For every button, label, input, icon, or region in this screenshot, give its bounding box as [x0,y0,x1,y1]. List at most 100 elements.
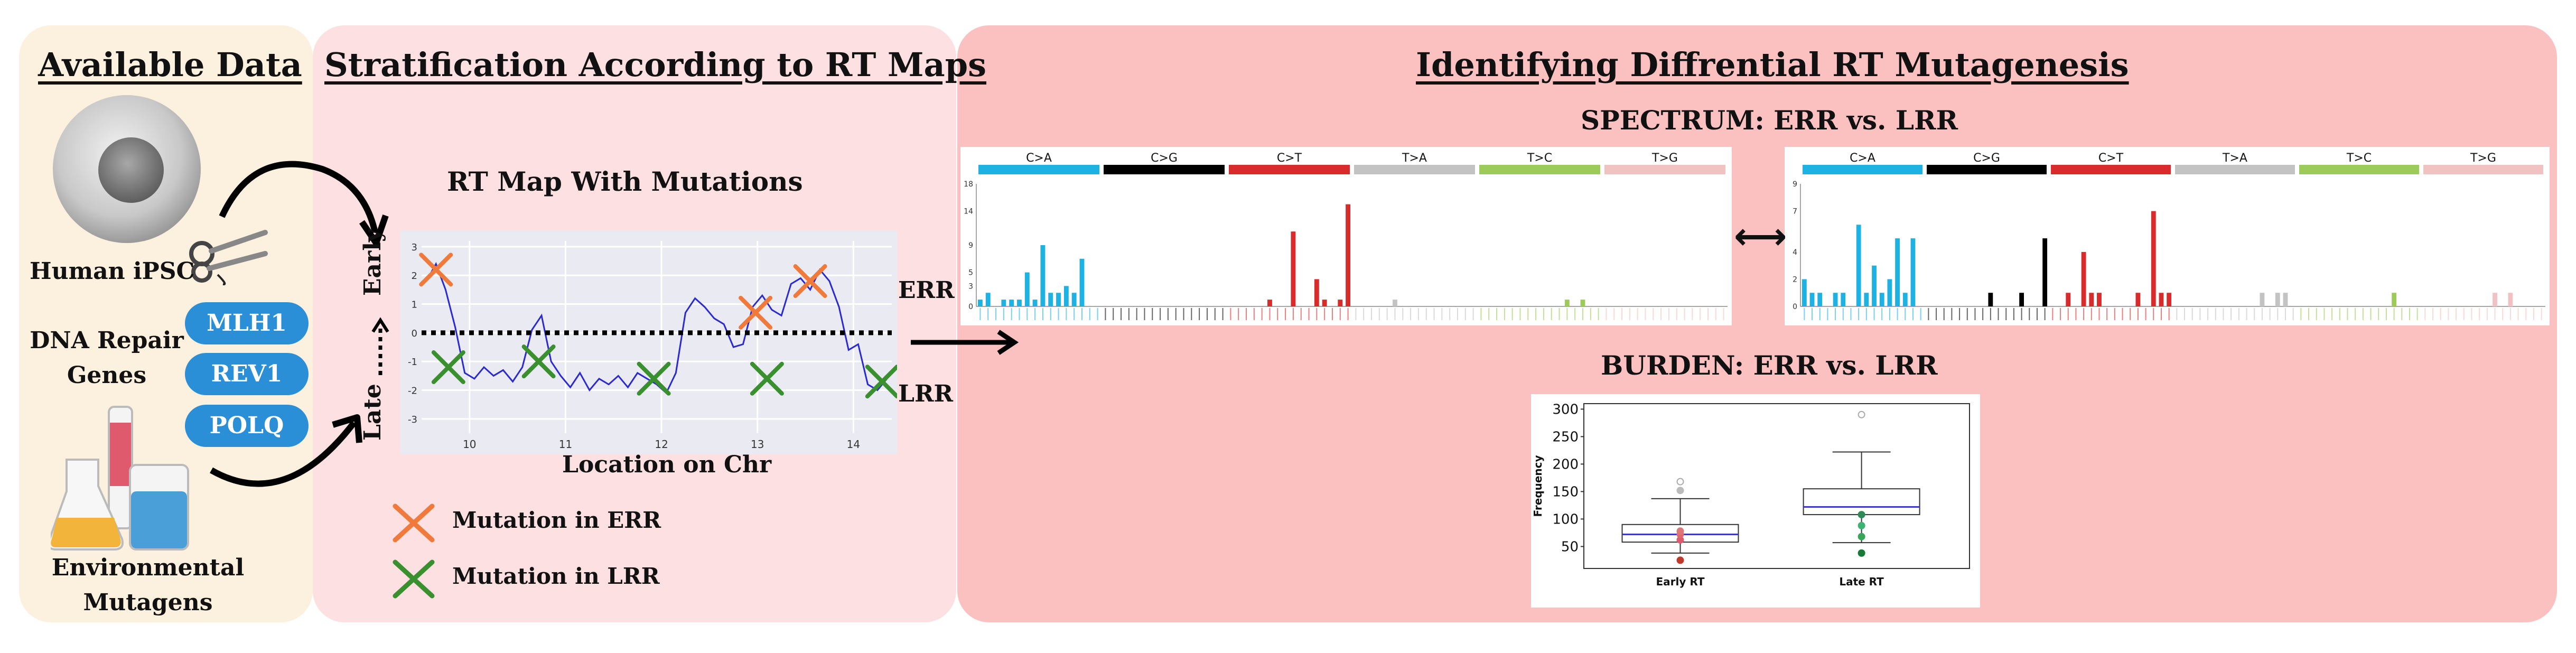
err-tag: ERR [898,277,955,304]
spectrum-group-label: C>G [1973,152,2000,165]
spectrum-group-bar [2051,165,2171,174]
spectrum-bar [1564,300,1570,306]
spectrum-group-bar [2175,165,2295,174]
spectrum-group-bar [2423,165,2543,174]
spectrum-bar [1338,300,1343,306]
spectrum-bar [2493,293,2497,306]
spectrum-bar [2066,293,2071,306]
spectrum-group-bar [978,165,1099,174]
panel2-title: Stratification According to RT Maps [324,45,986,84]
spectrum-bar [1032,300,1038,306]
spectrum-title: SPECTRUM: ERR vs. LRR [1581,105,1958,136]
err-mutation-mark [739,295,773,330]
spectrum-group-label: T>G [2470,152,2496,165]
rt-y-tick: -3 [408,414,417,425]
rt-y-tick: 1 [412,300,417,311]
panel1-title: Available Data [38,45,302,84]
x-axis-label: Location on Chr [562,451,772,478]
spectrum-bar [1017,300,1022,306]
spectrum-bar [2081,251,2086,306]
spectrum-bar [2135,293,2141,306]
burden-y-label: Frequency [1532,455,1544,517]
arrow-to-map-top [219,161,389,246]
spectrum-bar [1802,279,1807,306]
legend-err-label: Mutation in ERR [452,507,661,533]
rt-x-tick: 12 [655,438,668,451]
spectrum-bar [2283,293,2288,306]
spectrum-y-tick: 0 [968,303,973,311]
spectrum-y-tick: 3 [968,282,973,291]
spectrum-group-bar [1803,165,1922,174]
lrr-mutation-mark [637,361,671,396]
spectrum-lrr-chart: C>A C>G C>T T>A T>C T>G 0 2 4 7 9 [1785,147,2550,325]
lrr-mutation-mark [431,350,465,385]
rt-y-tick: -1 [408,357,417,368]
spectrum-group-bar [1927,165,2047,174]
panel3-title: Identifying Diffrential RT Mutagenesis [1416,45,2129,84]
burden-point [1858,521,1865,529]
arrow-to-map-bottom [210,414,362,487]
rt-x-tick: 14 [847,438,860,451]
spectrum-y-tick: 5 [968,269,973,277]
burden-point [1676,487,1684,495]
gene-pill-polq: POLQ [185,405,309,447]
spectrum-bar [1291,231,1296,306]
spectrum-y-tick: 9 [1793,180,1797,189]
scissors-icon [189,230,268,285]
spectrum-bar [1071,293,1077,306]
burden-box [1803,488,1920,516]
cell-illustration [53,95,201,243]
spectrum-bar [2019,293,2024,306]
rt-x-tick: 11 [559,438,572,451]
spectrum-bar [2089,293,2094,306]
burden-title: BURDEN: ERR vs. LRR [1601,350,1938,381]
burden-outlier [1858,411,1865,418]
rt-y-tick: -2 [408,386,417,397]
spectrum-bar [1009,300,1014,306]
gene-pill-mlh1: MLH1 [185,302,309,344]
burden-point [1858,549,1865,557]
burden-point [1676,536,1684,544]
y-axis-dotted-arrow [371,317,389,375]
spectrum-group-label: T>A [2222,152,2247,165]
spectrum-y-tick: 2 [1793,275,1797,284]
spectrum-bar [977,300,983,306]
burden-point [1676,556,1684,564]
spectrum-bar [1856,225,1861,306]
burden-boxplot: 50 100 150 200 250 300 Frequency Early RT Late R… [1531,394,1980,608]
spectrum-bar [1079,258,1085,306]
spectrum-bar [1580,300,1585,306]
spectrum-bar [1048,293,1053,306]
spectrum-bar [1864,293,1869,306]
burden-outlier [1676,478,1684,486]
spectrum-bar [1902,293,1908,306]
spectrum-group-label: T>C [1527,152,1552,165]
spectrum-bar [2260,293,2265,306]
spectrum-bar [1988,293,1993,306]
spectrum-bar [2508,293,2513,306]
lab-flasks-illustration [51,406,189,551]
spectrum-bar [1056,293,1061,306]
rt-y-tick: 0 [412,328,417,339]
spectrum-group-bar [1104,165,1225,174]
err-mutation-mark [419,253,453,287]
spectrum-bar [2392,293,2396,306]
spectrum-group-bar [1479,165,1600,174]
rt-y-tick: 3 [412,242,417,253]
spectrum-group-bar [1604,165,1725,174]
spectrum-bar [2151,211,2156,306]
burden-point [1858,511,1865,519]
spectrum-bar [1314,279,1319,306]
spectrum-group-label: C>T [1277,152,1302,165]
rt-x-tick: 10 [463,438,476,451]
spectrum-y-tick: 14 [964,208,973,216]
spectrum-group-label: T>G [1651,152,1678,165]
spectrum-bar [1393,300,1397,306]
rt-map-title: RT Map With Mutations [447,166,803,197]
lrr-marker-icon [393,559,435,599]
legend-lrr-label: Mutation in LRR [452,563,660,589]
y-axis-early-label: Early [359,228,386,296]
spectrum-bar [1809,293,1815,306]
spectrum-group-label: C>A [1850,152,1875,165]
